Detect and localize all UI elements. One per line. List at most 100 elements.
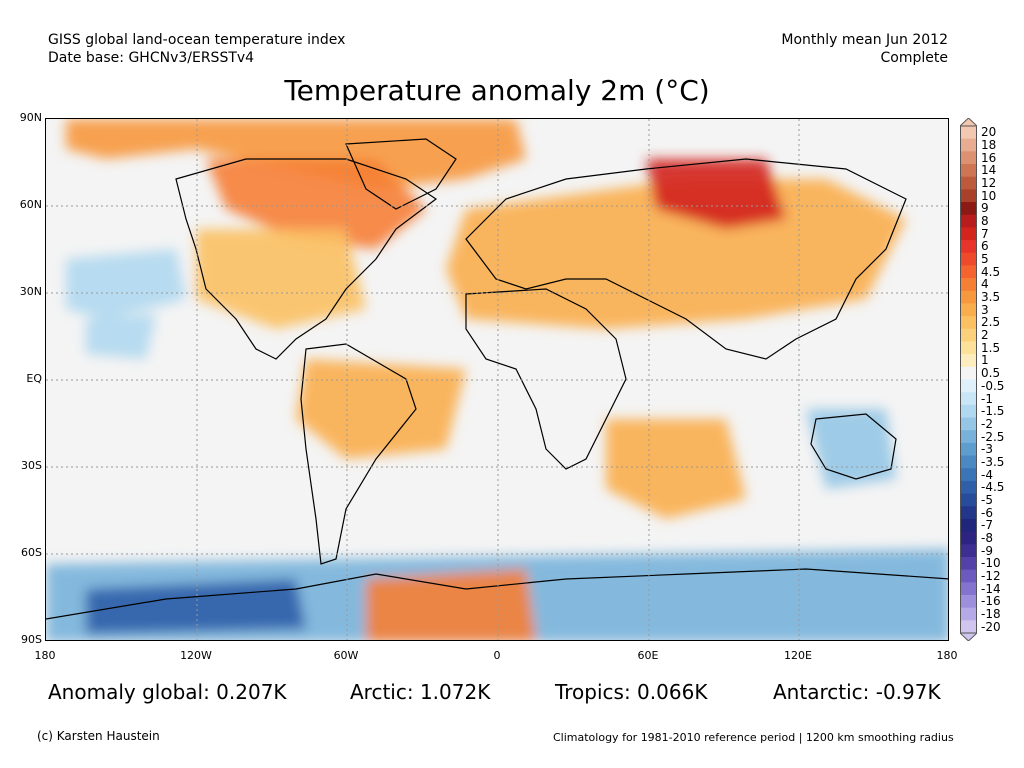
eurasia-coast [465, 158, 907, 360]
status-label: Complete [880, 50, 948, 66]
colorbar-label: -5 [981, 492, 993, 507]
colorbar-swatch [960, 227, 977, 241]
colorbar-swatch [960, 379, 977, 393]
lat-label-90n: 90N [19, 111, 42, 124]
colorbar-swatch [960, 303, 977, 317]
colorbar-swatch [960, 316, 977, 330]
colorbar-label: 1.5 [981, 340, 1001, 355]
colorbar-label: 2 [981, 328, 989, 343]
colorbar-label: 16 [981, 150, 997, 165]
colorbar-label: -16 [981, 594, 1001, 609]
colorbar-swatch [960, 493, 977, 507]
africa-coast [465, 288, 627, 470]
colorbar-swatch [960, 214, 977, 228]
map-canvas [46, 119, 948, 640]
colorbar-swatch [960, 354, 977, 368]
antarctica-coast [46, 568, 948, 620]
colorbar-swatch [960, 430, 977, 444]
colorbar-label: -9 [981, 543, 993, 558]
data-base: Date base: GHCNv3/ERSSTv4 [48, 50, 255, 66]
colorbar-swatch [960, 341, 977, 355]
colorbar-swatch [960, 480, 977, 495]
header-left: GISS global land-ocean temperature index… [48, 31, 345, 67]
colorbar-swatch [960, 518, 977, 533]
lon-label-180e: 180 [936, 649, 958, 662]
colorbar-swatch [960, 265, 977, 279]
credit: (c) Karsten Haustein [37, 729, 160, 743]
colorbar-label: 18 [981, 138, 997, 152]
colorbar-swatch [960, 366, 977, 380]
colorbar-label: 10 [981, 188, 997, 203]
colorbar-label: 5 [981, 252, 989, 267]
map-title: Temperature anomaly 2m (°C) [284, 74, 710, 107]
header-right: Monthly mean Jun 2012 Complete [781, 31, 948, 67]
period-label: Monthly mean Jun 2012 [781, 32, 948, 48]
colorbar-label: -0.5 [981, 378, 1005, 393]
stat-antarctic: Antarctic: -0.97K [773, 680, 941, 704]
colorbar-swatch [960, 594, 977, 609]
lat-label-60s: 60S [21, 546, 42, 559]
lat-label-eq: EQ [26, 372, 42, 385]
dataset-title: GISS global land-ocean temperature index [48, 32, 346, 48]
lat-label-30s: 30S [21, 459, 42, 472]
colorbar-top-arrow [960, 118, 977, 127]
lon-label-120e: 120E [784, 649, 812, 662]
colorbar-swatch [960, 290, 977, 304]
lon-label-60w: 60W [333, 649, 359, 662]
anomaly-map [45, 118, 949, 641]
colorbar [960, 118, 977, 641]
colorbar-label: -6 [981, 505, 993, 520]
stat-arctic: Arctic: 1.072K [350, 680, 491, 704]
tropical-warm-atlantic [296, 359, 466, 459]
lon-label-60e: 60E [637, 649, 659, 662]
colorbar-swatch [960, 620, 977, 634]
climatology-note: Climatology for 1981-2010 reference peri… [553, 731, 954, 744]
colorbar-swatch [960, 556, 977, 571]
colorbar-label: -8 [981, 530, 993, 545]
greenland-coast [345, 138, 457, 210]
colorbar-swatch [960, 151, 977, 165]
colorbar-swatch [960, 252, 977, 266]
colorbar-label: 1 [981, 353, 989, 368]
lat-label-90s: 90S [21, 633, 42, 646]
colorbar-label: -10 [981, 556, 1001, 571]
lon-label-120w: 120W [180, 649, 212, 662]
colorbar-label: 3.5 [981, 290, 1001, 305]
colorbar-label: -12 [981, 568, 1001, 583]
colorbar-label: 7 [981, 226, 989, 241]
colorbar-swatch [960, 189, 977, 203]
colorbar-swatch [960, 607, 977, 621]
colorbar-swatch [960, 202, 977, 216]
colorbar-swatch [960, 442, 977, 457]
canada-warm [206, 159, 426, 249]
colorbar-swatch [960, 417, 977, 431]
colorbar-label: 14 [981, 163, 997, 178]
stat-tropics: Tropics: 0.066K [555, 680, 708, 704]
australia-cool [806, 409, 896, 489]
colorbar-swatch [960, 582, 977, 596]
colorbar-label: 8 [981, 214, 989, 229]
coastlines [46, 138, 948, 620]
colorbar-swatch [960, 531, 977, 545]
weddell-sea-warm [366, 569, 536, 640]
colorbar-label: -14 [981, 581, 1001, 596]
colorbar-label: -2.5 [981, 429, 1005, 444]
colorbar-swatch [960, 404, 977, 419]
lat-label-30n: 30N [19, 285, 42, 298]
arctic-warm-band [66, 119, 526, 189]
colorbar-label: -4.5 [981, 480, 1005, 495]
colorbar-swatch [960, 544, 977, 558]
colorbar-label: 4 [981, 277, 989, 292]
usa-warm [196, 229, 366, 329]
colorbar-swatch [960, 126, 977, 140]
north-pacific-cool [66, 249, 186, 319]
colorbar-label: -7 [981, 518, 993, 533]
lat-label-60n: 60N [19, 198, 42, 211]
colorbar-swatch [960, 468, 977, 482]
lon-label-0: 0 [493, 649, 501, 662]
colorbar-label: 4.5 [981, 264, 1001, 279]
colorbar-label: -1.5 [981, 404, 1005, 419]
colorbar-outline [960, 125, 977, 634]
colorbar-swatch [960, 328, 977, 342]
graticule [46, 119, 948, 640]
